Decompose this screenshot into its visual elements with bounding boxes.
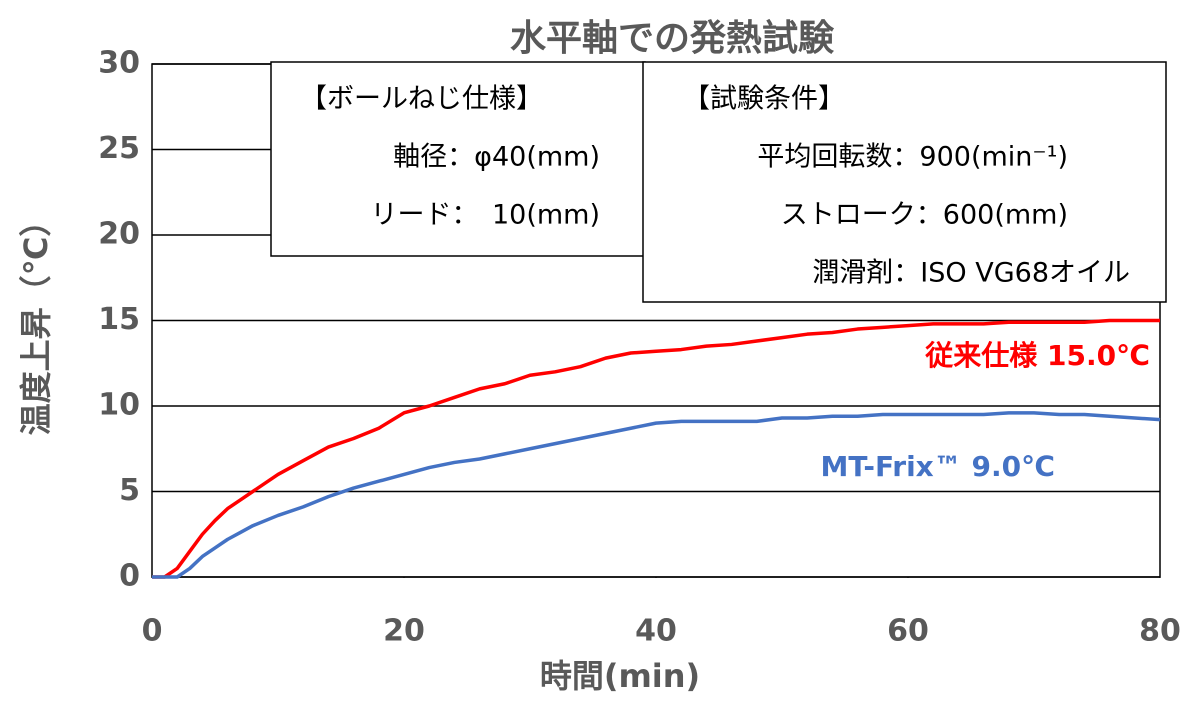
annotation-box: [270, 61, 646, 257]
annotation-text: 軸径：φ40(mm): [393, 142, 600, 173]
y-tick-label: 5: [119, 473, 140, 508]
series-line: [152, 411, 1161, 579]
series-label: MT-Frix™ 9.0℃: [820, 450, 1055, 483]
annotation-text: リード： 10(mm): [370, 200, 600, 231]
y-tick-label: 0: [119, 559, 140, 594]
annotation-text: 潤滑剤：ISO VG68オイル: [812, 258, 1130, 289]
y-tick-label: 10: [98, 388, 140, 423]
y-tick-label: 30: [98, 46, 140, 81]
x-tick-label: 60: [887, 614, 929, 649]
annotation-text: ストローク：600(mm): [781, 200, 1068, 231]
y-tick-label: 15: [98, 302, 140, 337]
series-line: [152, 318, 1160, 579]
y-axis-label: 温度上昇（℃）: [17, 205, 55, 436]
y-tick-label: 25: [98, 131, 140, 166]
x-tick-label: 80: [1139, 614, 1181, 649]
annotation-box: [642, 61, 1167, 303]
x-tick-label: 40: [635, 614, 677, 649]
annotation-text: 平均回転数：900(min⁻¹): [757, 142, 1068, 173]
annotation-text: 【試験条件】: [683, 84, 845, 115]
x-tick-label: 0: [142, 614, 163, 649]
x-axis-label: 時間(min): [540, 657, 700, 695]
y-tick-label: 20: [98, 217, 140, 252]
annotation-text: 【ボールねじ仕様】: [300, 84, 543, 115]
series-label: 従来仕様 15.0℃: [924, 339, 1150, 372]
x-tick-label: 20: [383, 614, 425, 649]
chart-title: 水平軸での発熱試験: [510, 18, 835, 59]
